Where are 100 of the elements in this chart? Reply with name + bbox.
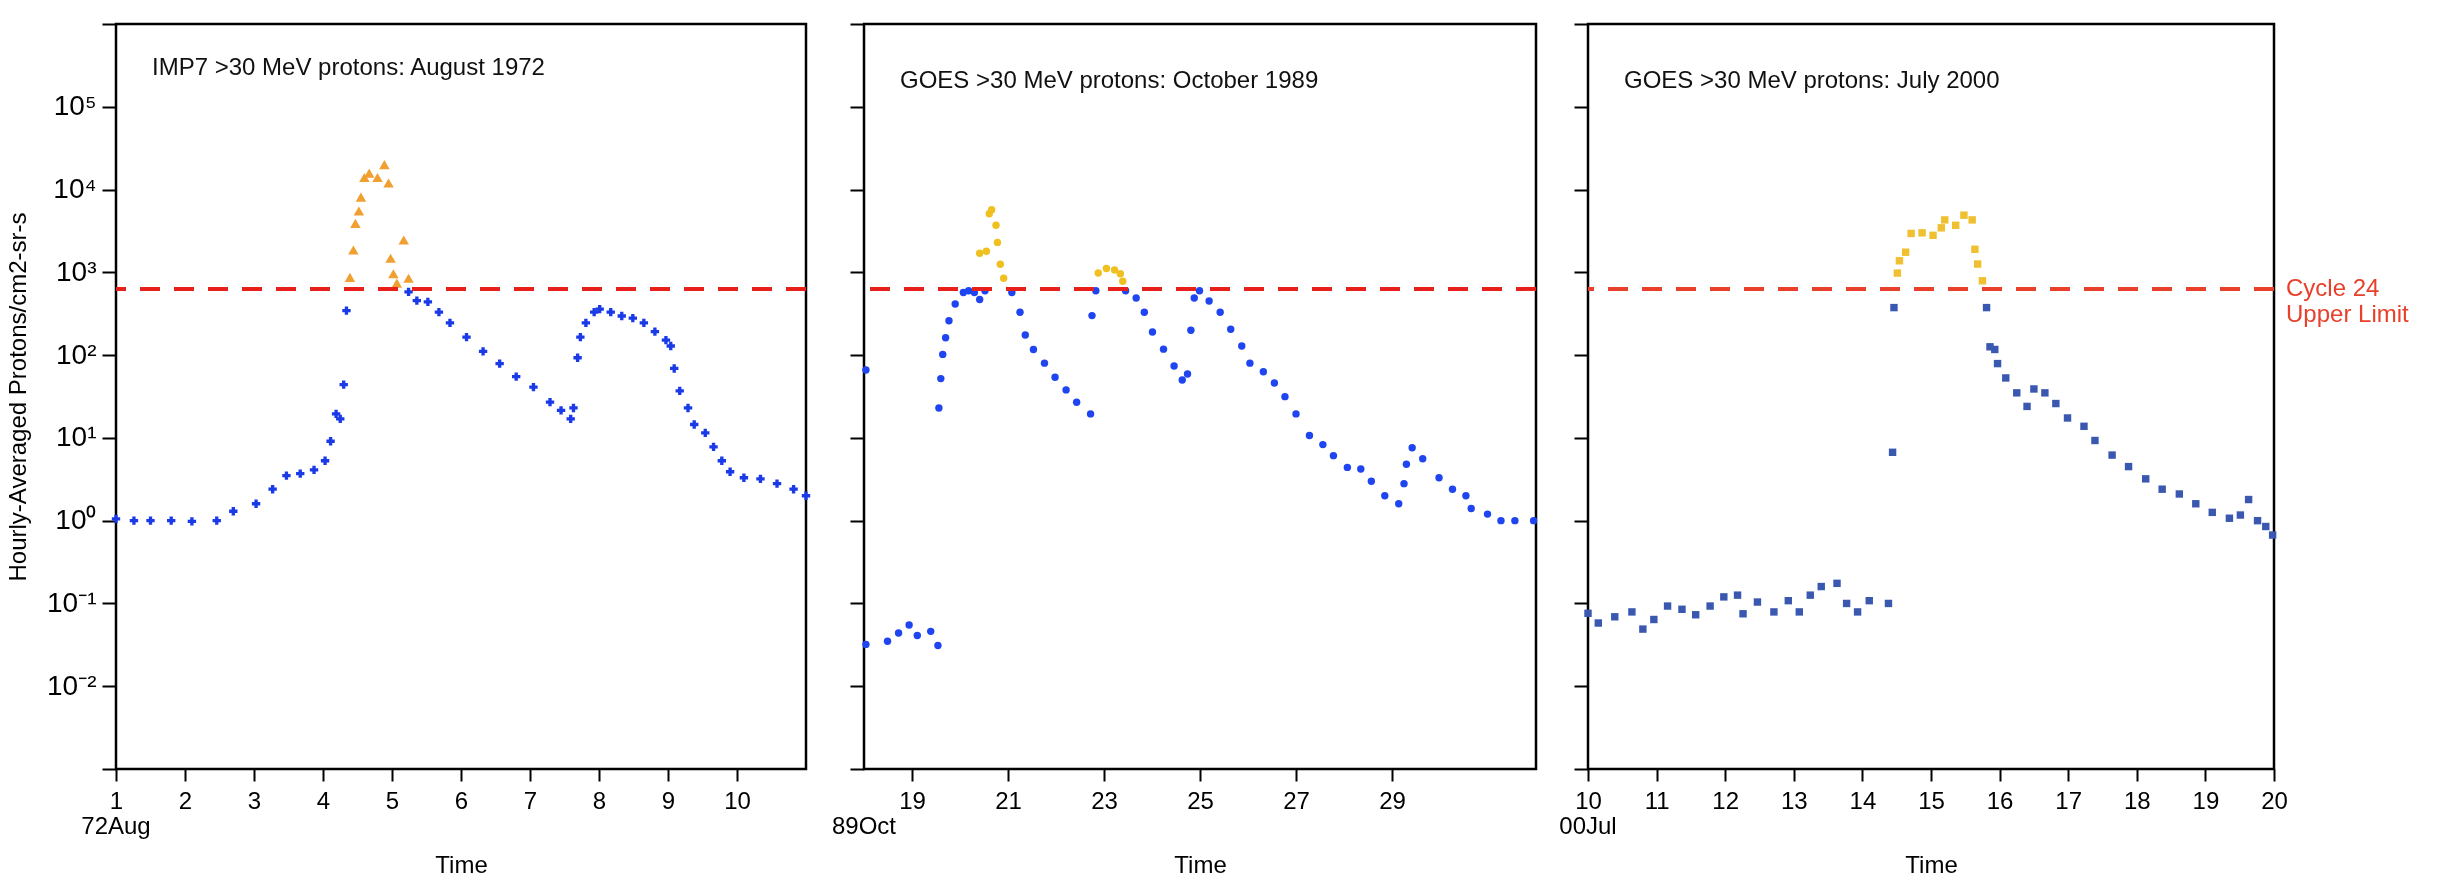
x-tick-label: 4 — [316, 786, 331, 814]
x-tick-label: 21 — [995, 786, 1022, 814]
point — [1941, 216, 1949, 224]
point — [342, 306, 351, 315]
point — [1978, 277, 1987, 285]
x-tick-label: 23 — [1091, 786, 1118, 814]
point — [1584, 609, 1592, 618]
x-tick-label: 1 — [109, 786, 124, 814]
x-tick-label: 8 — [592, 786, 607, 814]
x-axis-title: Time — [1174, 850, 1227, 878]
point — [495, 359, 504, 368]
point — [725, 467, 735, 476]
point — [1960, 211, 1968, 219]
point — [670, 364, 679, 373]
point — [251, 499, 261, 508]
point — [355, 192, 367, 202]
point — [1116, 270, 1125, 278]
point — [1706, 602, 1714, 610]
point — [1929, 231, 1937, 240]
point — [398, 235, 409, 245]
x-tick-label: 16 — [1986, 786, 2014, 814]
point — [353, 206, 365, 216]
point — [1991, 345, 1999, 354]
point — [385, 253, 396, 263]
point — [2013, 389, 2021, 397]
text: GOES >30 MeV protons: July 2000 — [1624, 66, 2000, 93]
point — [282, 471, 291, 480]
x-tick-label: 18 — [2123, 786, 2151, 814]
point — [2041, 389, 2049, 397]
point — [1806, 591, 1814, 599]
x-tick-label: 17 — [2055, 786, 2083, 814]
y-tick-label: 10³ — [56, 255, 97, 287]
point — [111, 514, 121, 524]
point — [581, 318, 591, 328]
point — [2002, 374, 2010, 382]
point — [2080, 422, 2088, 431]
point — [2236, 511, 2245, 519]
point — [412, 296, 422, 305]
point — [2142, 475, 2150, 483]
point — [996, 260, 1005, 269]
point — [1968, 216, 1976, 224]
point — [379, 160, 390, 170]
point — [683, 403, 693, 413]
x-tick-label: 14 — [1849, 786, 1877, 814]
y-tick-label: 10⁻² — [47, 669, 97, 701]
point — [992, 221, 1000, 229]
point — [462, 332, 471, 342]
y-tick-label: 10¹ — [56, 421, 97, 453]
y-tick-label: 10⁰ — [55, 504, 97, 536]
text: IMP7 >30 MeV protons: August 1972 — [152, 53, 545, 80]
point — [1678, 605, 1686, 613]
x-tick-label: 6 — [454, 786, 469, 814]
point — [478, 347, 488, 356]
ref-line-label: Cycle 24 Upper Limit — [2286, 273, 2410, 327]
point — [512, 372, 521, 381]
point — [772, 479, 782, 488]
x-tick-label: 3 — [247, 786, 262, 814]
point — [1971, 245, 1979, 253]
point — [1973, 260, 1982, 268]
point — [1893, 269, 1902, 277]
point — [296, 469, 305, 478]
point — [556, 406, 566, 415]
x-tick-label: 7 — [523, 786, 538, 814]
text: 72Aug — [81, 812, 151, 839]
point — [268, 485, 277, 494]
y-axis-title: Hourly-Averaged Protons/cm2-sr-s — [4, 212, 32, 582]
point — [999, 274, 1008, 282]
x-tick-label: 15 — [1918, 786, 1945, 814]
point — [167, 516, 176, 525]
point — [388, 269, 399, 279]
point — [2108, 451, 2116, 459]
point — [320, 456, 330, 465]
point — [129, 516, 139, 525]
point — [1650, 615, 1658, 624]
point — [146, 516, 155, 525]
point — [1907, 229, 1915, 238]
point — [1094, 269, 1102, 277]
point — [1663, 602, 1672, 610]
point — [1628, 608, 1636, 616]
x-axis-title: Time — [435, 850, 488, 878]
x-tick-label: 11 — [1644, 786, 1670, 814]
point — [2175, 490, 2184, 498]
point — [1833, 579, 1841, 588]
point — [404, 287, 413, 297]
point — [2268, 531, 2277, 539]
point — [993, 238, 1002, 247]
point — [569, 403, 578, 413]
point — [2091, 436, 2099, 445]
point — [1770, 608, 1778, 616]
x-tick-label: 25 — [1187, 786, 1214, 814]
point — [756, 474, 765, 484]
point — [576, 332, 585, 342]
point — [1594, 619, 1602, 627]
point — [1753, 598, 1762, 606]
x-tick-label: 12 — [1712, 786, 1740, 814]
point — [661, 335, 671, 345]
point — [801, 491, 811, 500]
point — [383, 178, 394, 188]
point — [350, 218, 361, 228]
y-tick-label: 10⁻¹ — [47, 586, 97, 618]
